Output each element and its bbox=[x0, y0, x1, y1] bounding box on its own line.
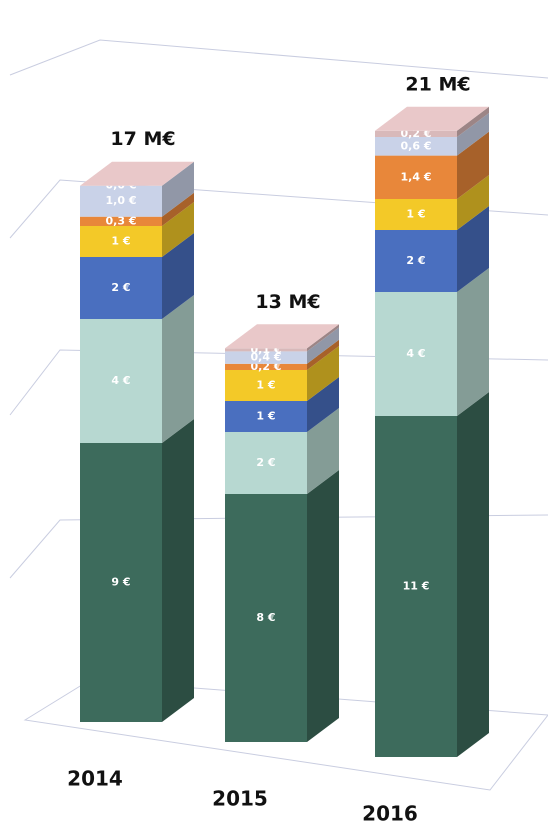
total-label: 17 M€ bbox=[110, 128, 175, 150]
bar-side bbox=[307, 408, 339, 494]
segment-label: 1,0 € bbox=[106, 194, 137, 207]
bar-segment bbox=[80, 185, 162, 217]
segment-label: 0,4 € bbox=[251, 351, 282, 364]
segment-label: 1 € bbox=[111, 235, 130, 248]
segment-label: 2 € bbox=[256, 456, 275, 469]
bar-segment bbox=[80, 216, 162, 226]
bar-side bbox=[457, 131, 489, 199]
segment-label: 2 € bbox=[111, 281, 130, 294]
bar-segment bbox=[375, 230, 457, 292]
bar-segment bbox=[225, 494, 307, 742]
bar-side bbox=[162, 202, 194, 257]
bar-side bbox=[307, 324, 339, 352]
bar-side bbox=[162, 192, 194, 226]
bar-side bbox=[307, 327, 339, 364]
bar-top bbox=[80, 161, 194, 186]
bar-side bbox=[457, 206, 489, 292]
bar-segment bbox=[80, 443, 162, 722]
x-tick-label: 2016 bbox=[362, 802, 418, 826]
segment-label: 1 € bbox=[256, 410, 275, 423]
bar-segment bbox=[80, 226, 162, 257]
bar-side bbox=[162, 419, 194, 722]
bar-segment bbox=[225, 401, 307, 432]
bar-side bbox=[162, 233, 194, 319]
segment-label: 1 € bbox=[256, 379, 275, 392]
bar-segment bbox=[375, 137, 457, 156]
bar-side bbox=[307, 339, 339, 370]
segment-label: 11 € bbox=[403, 580, 430, 593]
bar-segment bbox=[225, 432, 307, 494]
x-tick-label: 2015 bbox=[212, 787, 268, 811]
bar-side bbox=[307, 346, 339, 401]
bar-segment bbox=[225, 370, 307, 401]
bar-side bbox=[457, 106, 489, 137]
bar-side bbox=[457, 392, 489, 757]
segment-label: 1 € bbox=[406, 208, 425, 221]
bar-segment bbox=[80, 319, 162, 443]
bar-top bbox=[225, 324, 339, 349]
bar-segment bbox=[225, 363, 307, 370]
bar-side bbox=[457, 175, 489, 230]
segment-label: 2 € bbox=[406, 254, 425, 267]
total-label: 21 M€ bbox=[405, 73, 470, 95]
segment-label: 4 € bbox=[406, 347, 425, 360]
bar-segment bbox=[375, 155, 457, 199]
bar-side bbox=[307, 470, 339, 742]
bar-segment bbox=[80, 257, 162, 319]
bar-side bbox=[162, 295, 194, 443]
bar-segment bbox=[375, 199, 457, 230]
bar-segment bbox=[375, 416, 457, 757]
segment-label: 0,6 € bbox=[401, 139, 432, 152]
bar-top bbox=[375, 106, 489, 131]
bar-segment bbox=[375, 292, 457, 416]
segment-label: 8 € bbox=[256, 611, 275, 624]
segment-label: 4 € bbox=[111, 374, 130, 387]
segment-label: 9 € bbox=[111, 576, 130, 589]
bar-segment bbox=[225, 348, 307, 352]
segment-label: 0,3 € bbox=[106, 214, 137, 227]
bar-side bbox=[457, 113, 489, 156]
total-label: 13 M€ bbox=[255, 291, 320, 313]
x-tick-label: 2014 bbox=[67, 767, 123, 791]
bar-side bbox=[307, 377, 339, 432]
bar-segment bbox=[375, 130, 457, 137]
segment-label: 1,4 € bbox=[401, 170, 432, 183]
bar-side bbox=[162, 161, 194, 217]
bar-side bbox=[457, 268, 489, 416]
bar-segment bbox=[225, 351, 307, 364]
